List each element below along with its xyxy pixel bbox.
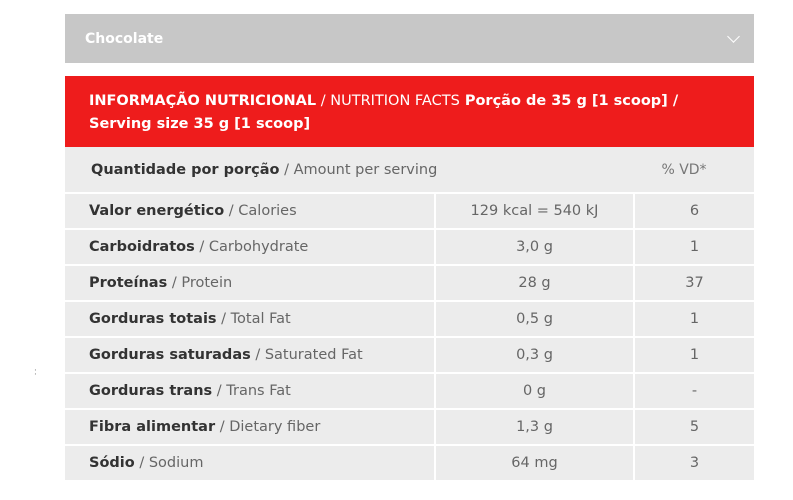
nutrient-name-pt: Sódio	[89, 455, 135, 471]
nutrient-name: Gorduras saturadas / Saturated Fat	[65, 336, 436, 374]
nutrient-separator: /	[212, 383, 227, 399]
nutrient-name-pt: Gorduras totais	[89, 311, 217, 327]
nutrient-name-en: Calories	[238, 203, 297, 219]
nutrient-amount: 0 g	[434, 372, 635, 410]
serving-size-pt: Porção de 35 g [1 scoop] /	[459, 93, 679, 109]
nutrient-name-en: Protein	[181, 275, 233, 291]
nutrient-name-en: Trans Fat	[226, 383, 291, 399]
nutrient-daily-value: -	[633, 372, 754, 410]
nutrient-daily-value: 1	[633, 300, 754, 338]
nutrient-daily-value: 5	[633, 408, 754, 446]
nutrient-name: Gorduras totais / Total Fat	[65, 300, 436, 338]
nutrient-amount: 64 mg	[434, 444, 635, 482]
nutrient-name-en: Dietary fiber	[229, 419, 321, 435]
nutrient-amount: 3,0 g	[434, 228, 635, 266]
nutrient-name-en: Sodium	[148, 455, 204, 471]
nutrient-name-en: Carbohydrate	[208, 239, 309, 255]
nutrient-amount: 129 kcal = 540 kJ	[434, 194, 635, 230]
nutrient-name: Fibra alimentar / Dietary fiber	[65, 408, 436, 446]
nutrient-name-pt: Carboidratos	[89, 239, 195, 255]
nutrition-facts-panel: INFORMAÇÃO NUTRICIONAL / NUTRITION FACTS…	[65, 76, 754, 482]
nutrient-name-pt: Gorduras saturadas	[89, 347, 251, 363]
nutrient-daily-value: 1	[633, 228, 754, 266]
nutrient-name-en: Total Fat	[230, 311, 291, 327]
nutrient-amount: 0,5 g	[434, 300, 635, 338]
nutrient-name: Gorduras trans / Trans Fat	[65, 372, 436, 410]
nutrient-daily-value: 1	[633, 336, 754, 374]
serving-size-en: Serving size 35 g [1 scoop]	[89, 116, 311, 132]
amount-per-serving-label: Quantidade por porção / Amount per servi…	[65, 162, 437, 178]
amount-label-pt: Quantidade por porção	[91, 161, 280, 178]
nutrient-name: Sódio / Sodium	[65, 444, 436, 482]
nutrient-separator: /	[250, 347, 265, 363]
flavor-selected-label: Chocolate	[85, 30, 164, 47]
table-row: Proteínas / Protein 28 g 37	[65, 264, 754, 302]
nutrient-name: Carboidratos / Carbohydrate	[65, 228, 436, 266]
nutrition-header: INFORMAÇÃO NUTRICIONAL / NUTRITION FACTS…	[65, 76, 754, 147]
nutrient-separator: /	[224, 203, 239, 219]
flavor-select[interactable]: Chocolate	[65, 14, 754, 63]
table-row: Sódio / Sodium 64 mg 3	[65, 444, 754, 482]
nutrient-name: Valor energético / Calories	[65, 194, 436, 230]
nutrient-separator: /	[167, 275, 182, 291]
amount-per-serving-row: Quantidade por porção / Amount per servi…	[65, 147, 754, 194]
nutrition-table: Valor energético / Calories 129 kcal = 54…	[65, 194, 754, 482]
nutrient-name: Proteínas / Protein	[65, 264, 436, 302]
nutrient-separator: /	[215, 419, 230, 435]
table-row: Gorduras trans / Trans Fat 0 g-	[65, 372, 754, 410]
nutrient-name-pt: Gorduras trans	[89, 383, 213, 399]
table-row: Valor energético / Calories 129 kcal = 54…	[65, 194, 754, 230]
header-separator: /	[316, 93, 331, 109]
nutrient-name-pt: Valor energético	[89, 203, 225, 219]
nutrition-title-pt: INFORMAÇÃO NUTRICIONAL	[89, 93, 317, 109]
drag-handle-icon: · ·	[34, 366, 37, 380]
nutrient-name-pt: Fibra alimentar	[89, 419, 216, 435]
nutrient-daily-value: 6	[633, 194, 754, 230]
chevron-down-icon[interactable]	[727, 29, 740, 43]
nutrient-amount: 1,3 g	[434, 408, 635, 446]
nutrient-separator: /	[216, 311, 231, 327]
nutrient-name-en: Saturated Fat	[264, 347, 363, 363]
nutrition-title-en: NUTRITION FACTS	[330, 93, 460, 109]
nutrient-name-pt: Proteínas	[89, 275, 168, 291]
nutrient-amount: 28 g	[434, 264, 635, 302]
nutrient-daily-value: 3	[633, 444, 754, 482]
nutrient-separator: /	[194, 239, 209, 255]
amount-separator: /	[279, 161, 294, 178]
nutrient-daily-value: 37	[633, 264, 754, 302]
daily-value-header: % VD*	[661, 161, 707, 178]
nutrient-separator: /	[134, 455, 149, 471]
nutrient-amount: 0,3 g	[434, 336, 635, 374]
amount-label-en: Amount per serving	[293, 161, 438, 178]
